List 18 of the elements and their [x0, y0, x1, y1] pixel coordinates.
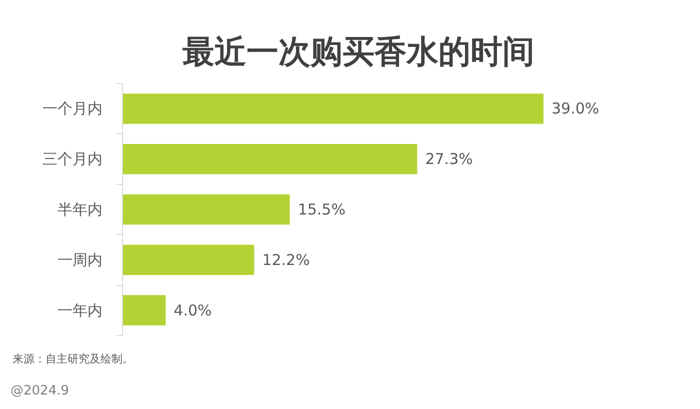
source-note: 来源：自主研究及绘制。 [12, 352, 134, 366]
chart-title: 最近一次购买香水的时间 [182, 32, 534, 70]
bar [122, 194, 290, 225]
y-tick-label: 一年内 [58, 301, 102, 320]
y-tick-label: 一个月内 [42, 100, 102, 118]
data-label: 4.0% [174, 301, 212, 320]
y-tick-label: 三个月内 [42, 150, 102, 168]
bar [122, 295, 166, 326]
text: @2024.9 [10, 384, 69, 398]
data-label: 12.2% [262, 250, 310, 269]
bar [122, 94, 544, 124]
y-tick-label: 一周内 [58, 250, 102, 269]
y-tick-label: 半年内 [58, 200, 102, 218]
bar [122, 144, 418, 174]
bar [122, 244, 254, 276]
data-label: 27.3% [425, 150, 473, 168]
data-label: 15.5% [298, 200, 346, 218]
data-label: 39.0% [552, 100, 600, 118]
